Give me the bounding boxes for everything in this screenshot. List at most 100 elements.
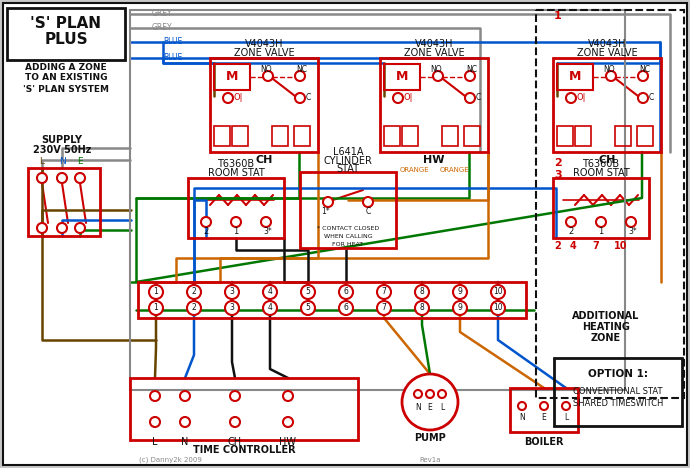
Text: E: E xyxy=(542,414,546,423)
Circle shape xyxy=(465,71,475,81)
Text: V4043H: V4043H xyxy=(415,39,453,49)
Text: N: N xyxy=(181,437,188,447)
Text: ORANGE: ORANGE xyxy=(400,167,428,173)
Bar xyxy=(7,8,125,60)
Circle shape xyxy=(453,285,467,299)
Bar xyxy=(272,126,288,146)
Bar xyxy=(464,126,480,146)
Text: 230V 50Hz: 230V 50Hz xyxy=(33,145,91,155)
Circle shape xyxy=(377,301,391,315)
Text: WHEN CALLING: WHEN CALLING xyxy=(324,234,373,239)
Circle shape xyxy=(491,285,505,299)
Bar xyxy=(384,126,400,146)
Text: L: L xyxy=(564,414,568,423)
Text: 3*: 3* xyxy=(629,227,638,236)
Circle shape xyxy=(377,285,391,299)
Circle shape xyxy=(230,391,240,401)
Circle shape xyxy=(393,93,403,103)
Text: 1: 1 xyxy=(598,227,604,236)
Circle shape xyxy=(606,71,616,81)
Circle shape xyxy=(180,391,190,401)
Circle shape xyxy=(225,285,239,299)
Bar xyxy=(384,64,420,90)
Text: E: E xyxy=(428,402,433,411)
Text: C: C xyxy=(366,207,371,217)
Circle shape xyxy=(363,197,373,207)
Text: 2: 2 xyxy=(569,227,573,236)
Text: 3: 3 xyxy=(230,287,235,297)
Text: C: C xyxy=(475,94,481,102)
Text: Rev1a: Rev1a xyxy=(420,457,441,463)
Circle shape xyxy=(75,173,85,183)
Text: 8: 8 xyxy=(420,287,424,297)
Circle shape xyxy=(491,301,505,315)
Text: CONVENTIONAL STAT: CONVENTIONAL STAT xyxy=(573,388,663,396)
Text: 3: 3 xyxy=(554,170,562,180)
Circle shape xyxy=(626,217,636,227)
Text: ZONE VALVE: ZONE VALVE xyxy=(234,48,295,58)
Circle shape xyxy=(562,402,570,410)
Bar xyxy=(294,126,310,146)
Text: 4: 4 xyxy=(268,304,273,313)
Circle shape xyxy=(187,301,201,315)
Circle shape xyxy=(149,301,163,315)
Circle shape xyxy=(231,217,241,227)
Text: 9: 9 xyxy=(457,304,462,313)
Text: 6: 6 xyxy=(344,287,348,297)
Text: ADDITIONAL: ADDITIONAL xyxy=(572,311,640,321)
Text: M: M xyxy=(396,71,408,83)
Text: N: N xyxy=(519,414,525,423)
Circle shape xyxy=(453,301,467,315)
Text: 4: 4 xyxy=(570,241,577,251)
Text: C: C xyxy=(306,94,310,102)
Bar xyxy=(557,64,593,90)
Bar xyxy=(557,126,573,146)
Text: FOR HEAT: FOR HEAT xyxy=(333,241,364,247)
Text: ROOM STAT: ROOM STAT xyxy=(208,168,264,178)
Text: 10: 10 xyxy=(614,241,627,251)
Text: O|: O| xyxy=(576,94,586,102)
Circle shape xyxy=(540,402,548,410)
Text: ROOM STAT: ROOM STAT xyxy=(573,168,629,178)
Text: CH: CH xyxy=(255,155,273,165)
Text: V4043H: V4043H xyxy=(245,39,284,49)
Bar xyxy=(402,126,418,146)
Text: BLUE: BLUE xyxy=(163,37,182,46)
Bar xyxy=(575,126,591,146)
Text: HEATING: HEATING xyxy=(582,322,630,332)
Text: 3*: 3* xyxy=(264,227,273,236)
Text: ZONE VALVE: ZONE VALVE xyxy=(577,48,638,58)
Text: 'S' PLAN SYSTEM: 'S' PLAN SYSTEM xyxy=(23,85,109,94)
Bar xyxy=(553,58,661,152)
Circle shape xyxy=(150,417,160,427)
Text: 5: 5 xyxy=(306,287,310,297)
Text: (c) Danny2k 2009: (c) Danny2k 2009 xyxy=(139,457,201,463)
Circle shape xyxy=(301,301,315,315)
Circle shape xyxy=(415,285,429,299)
Circle shape xyxy=(180,417,190,427)
Circle shape xyxy=(566,217,576,227)
Text: O|: O| xyxy=(233,94,243,102)
Text: NC: NC xyxy=(297,65,308,73)
Circle shape xyxy=(263,301,277,315)
Circle shape xyxy=(518,402,526,410)
Text: NO: NO xyxy=(430,65,442,73)
Circle shape xyxy=(323,197,333,207)
Bar xyxy=(214,64,250,90)
Text: 8: 8 xyxy=(420,304,424,313)
Text: T6360B: T6360B xyxy=(582,159,620,169)
Text: ZONE VALVE: ZONE VALVE xyxy=(404,48,464,58)
Bar xyxy=(300,172,396,248)
Text: L: L xyxy=(39,158,44,167)
Text: 10: 10 xyxy=(493,304,503,313)
Text: 3: 3 xyxy=(230,304,235,313)
Text: SUPPLY: SUPPLY xyxy=(41,135,83,145)
Text: N: N xyxy=(59,158,66,167)
Text: 4: 4 xyxy=(268,287,273,297)
Circle shape xyxy=(261,217,271,227)
Circle shape xyxy=(339,301,353,315)
Circle shape xyxy=(566,93,576,103)
Circle shape xyxy=(426,390,434,398)
Text: 1: 1 xyxy=(154,287,159,297)
Text: 1: 1 xyxy=(154,304,159,313)
